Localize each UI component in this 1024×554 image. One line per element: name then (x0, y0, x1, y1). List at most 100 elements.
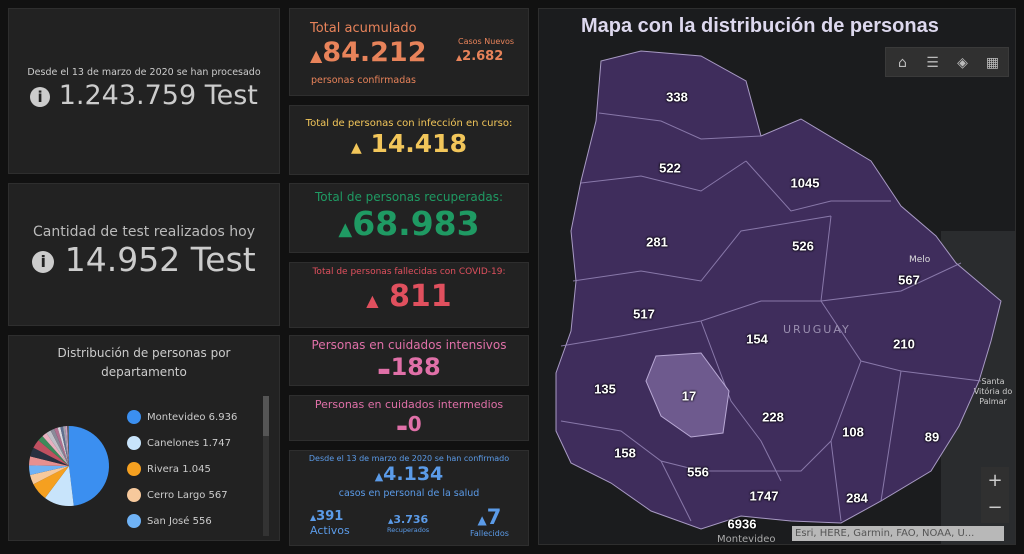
intermediate-title: Personas en cuidados intermedios (314, 398, 504, 411)
department-count-label[interactable]: 228 (762, 409, 784, 425)
tests-total-caption: Desde el 13 de marzo de 2020 se han proc… (27, 67, 261, 78)
person-icon: ▲ (310, 513, 317, 522)
zoom-controls: + − (981, 467, 1009, 523)
legend-name: Canelones (147, 437, 200, 449)
zoom-in-button[interactable]: + (987, 470, 1003, 491)
legend-swatch (127, 436, 141, 450)
intermediate-card: Personas en cuidados intermedios ▬0 (289, 395, 529, 441)
pie-slice[interactable] (46, 430, 69, 466)
total-title: Total acumulado (310, 21, 417, 36)
deaths-value: 811 (389, 279, 452, 314)
department-count-label[interactable]: 210 (893, 336, 915, 352)
health-active-label: Activos (310, 524, 350, 537)
department-count-label[interactable]: 522 (659, 160, 681, 176)
home-button[interactable]: ⌂ (890, 50, 915, 75)
health-recovered-label: Recuperados (387, 526, 430, 534)
legend-item[interactable]: Cerro Largo 567 (127, 482, 237, 508)
recovered-title: Total de personas recuperadas: (314, 190, 503, 204)
department-count-label[interactable]: 6936 (727, 516, 757, 532)
person-icon: ▲ (456, 53, 463, 62)
pie-slice[interactable] (50, 428, 69, 466)
legend-item[interactable]: Rivera 1.045 (127, 456, 237, 482)
pie-slice[interactable] (30, 466, 69, 485)
grid-icon: ▦ (985, 54, 1000, 71)
map-attribution[interactable]: Esri, HERE, Garmin, FAO, NOAA, U... (792, 526, 1004, 541)
department-count-label[interactable]: 154 (746, 331, 768, 347)
person-icon: ▲ (374, 470, 384, 483)
health-deaths-value: 7 (486, 505, 502, 529)
new-cases-value: 2.682 (462, 49, 504, 64)
map-title: Mapa con la distribución de personas (581, 15, 939, 37)
department-count-label[interactable]: 135 (594, 381, 616, 397)
department-count-label[interactable]: 526 (792, 238, 814, 254)
legend-value: 1.747 (202, 437, 232, 449)
department-count-label[interactable]: 1045 (790, 175, 820, 191)
layers-button[interactable]: ◈ (950, 50, 975, 75)
uruguay-map[interactable] (539, 9, 1016, 545)
pie-slice[interactable] (33, 466, 69, 499)
pie-slice[interactable] (30, 447, 70, 466)
department-count-label[interactable]: 158 (614, 445, 636, 461)
pie-slice[interactable] (29, 456, 69, 466)
map-panel[interactable]: Mapa con la distribución de personas ⌂ ☰… (538, 8, 1016, 545)
legend-scrollbar[interactable] (263, 396, 269, 536)
legend-name: Montevideo (147, 411, 206, 423)
pie-slice[interactable] (67, 426, 69, 466)
pie-slice[interactable] (54, 427, 69, 466)
legend-button[interactable]: ☰ (920, 50, 945, 75)
department-count-label[interactable]: 17 (681, 388, 697, 404)
person-icon: ▲ (310, 46, 323, 65)
department-count-label[interactable]: 89 (924, 429, 940, 445)
place-melo: Melo (909, 255, 931, 265)
legend-swatch (127, 488, 141, 502)
department-count-label[interactable]: 284 (846, 490, 868, 506)
bed-icon: ▬ (396, 420, 408, 434)
department-count-label[interactable]: 1747 (749, 488, 779, 504)
legend-name: San José (147, 515, 190, 527)
pie-slice[interactable] (60, 426, 69, 466)
recovered-card: Total de personas recuperadas: ▲68.983 (289, 183, 529, 253)
icu-card: Personas en cuidados intensivos ▬188 (289, 335, 529, 386)
department-count-label[interactable]: 338 (666, 89, 688, 105)
zoom-out-button[interactable]: − (987, 497, 1003, 518)
health-card: Desde el 13 de marzo de 2020 se han conf… (289, 450, 529, 546)
person-icon: ▲ (477, 513, 487, 527)
department-count-label[interactable]: 556 (687, 464, 709, 480)
bed-icon: ▬ (377, 363, 391, 379)
legend-swatch (127, 462, 141, 476)
icu-value: 188 (390, 353, 441, 381)
legend-value: 567 (208, 489, 228, 501)
home-icon: ⌂ (898, 54, 907, 71)
person-icon: ▲ (351, 140, 362, 156)
basemap-button[interactable]: ▦ (980, 50, 1005, 75)
department-count-label[interactable]: 567 (898, 272, 920, 288)
pie-slice[interactable] (42, 433, 69, 466)
icu-title: Personas en cuidados intensivos (311, 338, 507, 352)
pie-slice[interactable] (65, 426, 69, 466)
total-sub: personas confirmadas (311, 75, 417, 86)
legend-item[interactable]: Canelones 1.747 (127, 430, 237, 456)
pie-slice[interactable] (62, 426, 69, 466)
tests-total-card: Desde el 13 de marzo de 2020 se han proc… (8, 8, 280, 174)
pie-slice[interactable] (38, 436, 69, 466)
tests-today-card: Cantidad de test realizados hoy i 14.952… (8, 183, 280, 326)
health-caption: Desde el 13 de marzo de 2020 se han conf… (308, 454, 510, 463)
department-count-label[interactable]: 281 (646, 234, 668, 250)
pie-title: Distribución de personas por departament… (57, 346, 231, 379)
person-icon: ▲ (388, 517, 394, 525)
department-count-label[interactable]: 108 (842, 424, 864, 440)
pie-slice[interactable] (45, 466, 74, 506)
active-title: Total de personas con infección en curso… (305, 118, 513, 129)
total-card: Total acumulado ▲84.212 personas confirm… (289, 8, 529, 96)
pie-slice[interactable] (33, 440, 69, 466)
health-active-value: 391 (316, 509, 344, 524)
pie-slice[interactable] (29, 465, 69, 475)
pie-slice[interactable] (57, 426, 69, 466)
department-count-label[interactable]: 517 (633, 306, 655, 322)
legend-name: Rivera (147, 463, 180, 475)
country-label: URUGUAY (783, 323, 851, 336)
legend-item[interactable]: San José 556 (127, 508, 237, 534)
pie-slice[interactable] (69, 426, 110, 506)
intermediate-value: 0 (407, 412, 422, 436)
legend-item[interactable]: Montevideo 6.936 (127, 404, 237, 430)
